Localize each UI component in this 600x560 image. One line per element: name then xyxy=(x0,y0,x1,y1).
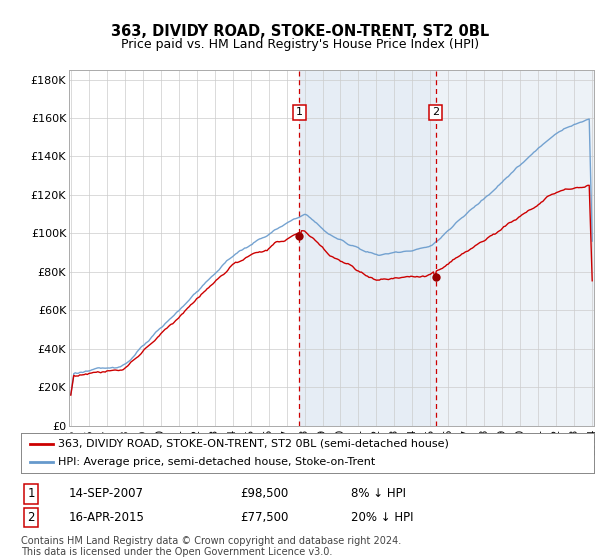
Text: 2: 2 xyxy=(28,511,35,524)
Text: £77,500: £77,500 xyxy=(240,511,289,524)
Text: 16-APR-2015: 16-APR-2015 xyxy=(69,511,145,524)
Bar xyxy=(299,70,436,426)
Text: Price paid vs. HM Land Registry's House Price Index (HPI): Price paid vs. HM Land Registry's House … xyxy=(121,38,479,51)
Text: 8% ↓ HPI: 8% ↓ HPI xyxy=(351,487,406,501)
Text: 1: 1 xyxy=(296,108,303,117)
Text: 1: 1 xyxy=(28,487,35,501)
Text: 2: 2 xyxy=(432,108,439,117)
Text: 20% ↓ HPI: 20% ↓ HPI xyxy=(351,511,413,524)
Text: 14-SEP-2007: 14-SEP-2007 xyxy=(69,487,144,501)
Text: 363, DIVIDY ROAD, STOKE-ON-TRENT, ST2 0BL (semi-detached house): 363, DIVIDY ROAD, STOKE-ON-TRENT, ST2 0B… xyxy=(58,439,449,449)
Text: 363, DIVIDY ROAD, STOKE-ON-TRENT, ST2 0BL: 363, DIVIDY ROAD, STOKE-ON-TRENT, ST2 0B… xyxy=(111,24,489,39)
Text: HPI: Average price, semi-detached house, Stoke-on-Trent: HPI: Average price, semi-detached house,… xyxy=(58,458,376,467)
Text: £98,500: £98,500 xyxy=(240,487,288,501)
Bar xyxy=(436,70,600,426)
Text: Contains HM Land Registry data © Crown copyright and database right 2024.
This d: Contains HM Land Registry data © Crown c… xyxy=(21,535,401,557)
